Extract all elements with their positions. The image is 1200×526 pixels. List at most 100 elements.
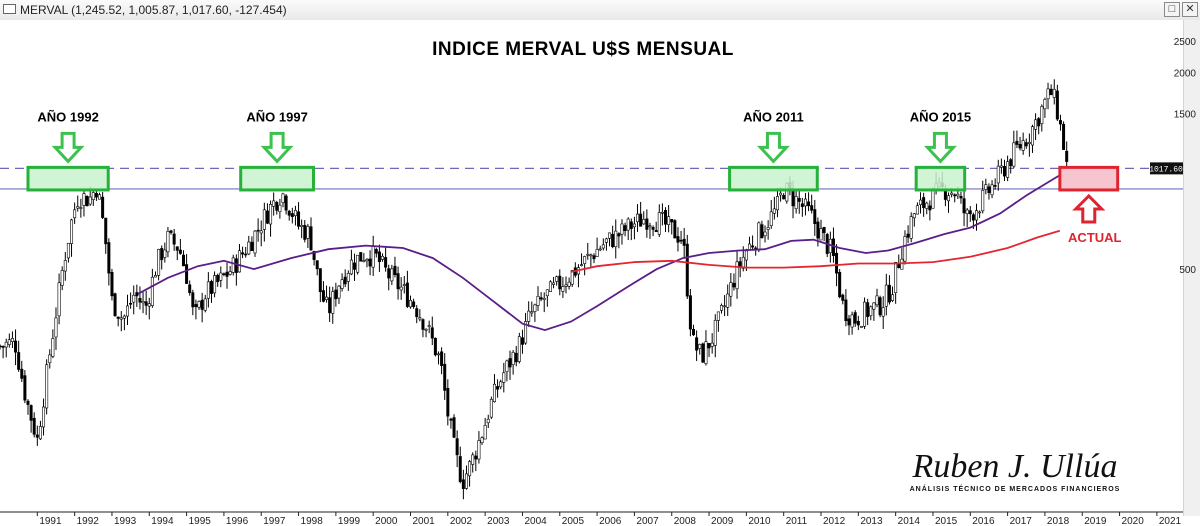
candle-body (0, 345, 2, 348)
candle-body (642, 219, 646, 225)
candle-body (912, 213, 916, 219)
candle-body (225, 271, 229, 277)
candle-body (713, 319, 717, 346)
candle-body (887, 284, 891, 303)
x-tick-label: 2007 (636, 516, 659, 526)
candle-body (353, 262, 357, 270)
candle-body (651, 227, 655, 230)
candle-body (66, 242, 70, 259)
candle-body (695, 337, 699, 351)
candle-body (835, 252, 839, 274)
candle-body (390, 268, 394, 282)
x-tick-label: 2016 (972, 516, 995, 526)
candle-body (57, 282, 61, 317)
candle-body (160, 248, 164, 261)
candle-body (281, 193, 285, 203)
candle-body (903, 236, 907, 262)
candle-body (999, 165, 1003, 168)
maximize-button[interactable]: □ (1164, 2, 1180, 17)
candle-body (147, 303, 151, 307)
candle-body (719, 305, 723, 311)
candle-body (237, 250, 241, 273)
candle-body (1065, 150, 1069, 162)
x-tick-label: 1994 (151, 516, 174, 526)
current-price-label: 1017.60 (1149, 165, 1183, 174)
candle-body (328, 297, 332, 314)
candle-body (959, 195, 963, 199)
candle-body (931, 188, 935, 209)
candle-body (178, 249, 182, 254)
candle-body (20, 368, 24, 379)
candle-body (265, 210, 269, 224)
candle-body (925, 202, 929, 209)
candle-body (284, 195, 288, 211)
candle-body (542, 297, 546, 300)
candle-body (107, 242, 111, 274)
candle-body (393, 265, 397, 276)
candle-body (7, 339, 11, 345)
down-arrow-icon (260, 131, 294, 164)
candle-body (234, 258, 238, 273)
candle-body (402, 284, 406, 286)
candle-body (166, 230, 170, 253)
candle-body (1030, 126, 1034, 146)
candle-body (583, 256, 587, 264)
candle-body (181, 254, 185, 267)
candle-body (213, 275, 217, 294)
candle-body (492, 383, 496, 403)
candle-body (377, 251, 381, 263)
close-button[interactable]: ✕ (1182, 2, 1198, 17)
candle-body (29, 405, 33, 421)
candle-body (859, 326, 863, 328)
candle-body (300, 224, 304, 227)
candle-body (54, 317, 58, 338)
candle-body (769, 211, 773, 226)
candle-body (527, 310, 531, 322)
candle-body (738, 261, 742, 267)
x-tick-label: 1999 (338, 516, 361, 526)
candle-body (153, 275, 157, 278)
candle-body (104, 217, 108, 245)
candle-body (968, 210, 972, 215)
x-tick-label: 2006 (599, 516, 622, 526)
candle-body (922, 197, 926, 208)
candle-body (157, 248, 161, 276)
candle-body (928, 205, 932, 211)
candle-body (297, 211, 301, 227)
candle-body (209, 281, 213, 294)
candle-body (567, 281, 571, 287)
candle-body (129, 302, 133, 305)
candle-body (595, 249, 599, 257)
candle-body (269, 203, 273, 225)
candle-body (698, 344, 702, 349)
candle-body (987, 186, 991, 194)
candle-body (346, 273, 350, 282)
candle-body (978, 211, 982, 214)
candle-body (287, 210, 291, 216)
candle-body (608, 232, 612, 239)
candle-body (250, 241, 254, 251)
moving-average-line-1 (137, 170, 1068, 332)
current-price-tag (1150, 162, 1183, 175)
candle-body (586, 253, 590, 256)
candle-body (191, 292, 195, 308)
candle-body (533, 304, 537, 312)
x-tick-label: 2020 (1122, 516, 1145, 526)
candle-body (580, 264, 584, 266)
candle-body (113, 293, 117, 317)
candle-body (570, 270, 574, 285)
candle-body (14, 340, 18, 353)
candle-body (387, 268, 391, 279)
candle-body (797, 197, 801, 202)
price-scale-strip (1183, 20, 1200, 516)
candle-body (996, 165, 1000, 184)
candle-body (340, 279, 344, 289)
candle-body (356, 254, 360, 273)
candle-body (1009, 159, 1013, 167)
candle-body (900, 258, 904, 270)
candle-body (1055, 90, 1059, 120)
candle-body (464, 473, 468, 489)
candle-body (197, 301, 201, 308)
candle-body (374, 249, 378, 254)
